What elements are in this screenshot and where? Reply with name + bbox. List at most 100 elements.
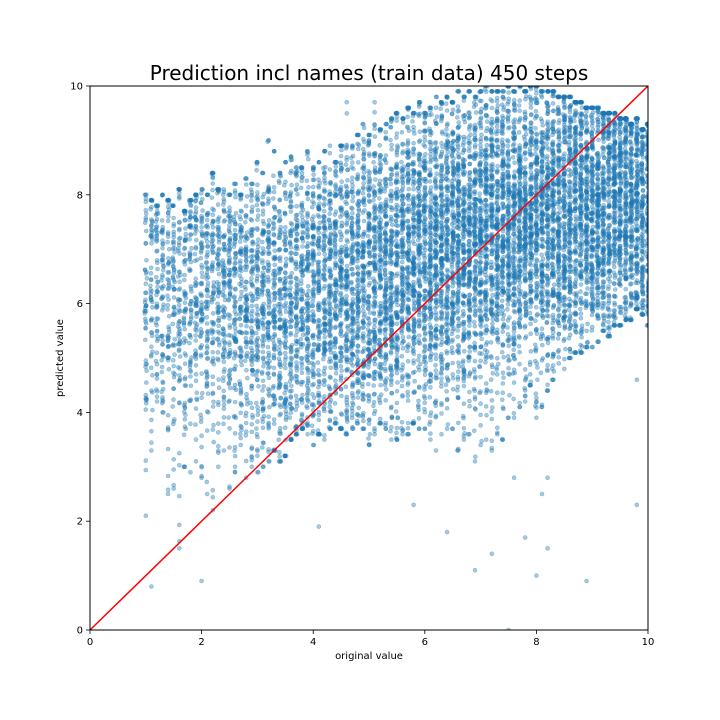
scatter-point — [143, 207, 149, 213]
scatter-point — [216, 377, 221, 382]
scatter-point — [270, 385, 276, 391]
scatter-point — [348, 360, 354, 366]
scatter-point — [149, 227, 154, 232]
scatter-point — [399, 159, 404, 165]
scatter-point — [227, 230, 233, 236]
scatter-point — [149, 297, 154, 303]
scatter-point — [150, 372, 155, 378]
scatter-point — [411, 152, 417, 157]
scatter-point — [211, 283, 216, 289]
scatter-point — [160, 294, 165, 299]
scatter-point — [271, 242, 277, 248]
scatter-point — [260, 201, 266, 207]
scatter-point — [326, 322, 332, 327]
scatter-point — [215, 310, 221, 316]
scatter-point — [165, 307, 170, 312]
scatter-point — [305, 214, 310, 219]
scatter-point — [250, 415, 255, 420]
scatter-point — [238, 442, 243, 448]
scatter-point — [154, 361, 160, 367]
scatter-point — [343, 183, 349, 189]
scatter-point — [170, 259, 176, 265]
scatter-point — [288, 324, 294, 330]
scatter-point — [405, 140, 411, 146]
scatter-point — [160, 192, 165, 198]
scatter-point — [294, 360, 299, 365]
scatter-point — [378, 300, 383, 306]
scatter-point — [282, 333, 288, 339]
scatter-point — [260, 251, 266, 257]
scatter-point — [210, 260, 216, 265]
scatter-point — [405, 285, 411, 291]
scatter-point — [143, 271, 149, 276]
scatter-point — [193, 371, 199, 377]
scatter-point — [255, 227, 260, 232]
scatter-point — [188, 368, 193, 373]
scatter-point — [304, 225, 310, 231]
scatter-point — [278, 340, 284, 346]
scatter-point — [299, 397, 305, 402]
scatter-point — [327, 241, 333, 246]
scatter-point — [215, 202, 221, 207]
scatter-point — [287, 240, 293, 246]
scatter-point — [282, 270, 288, 275]
scatter-point — [316, 368, 321, 373]
scatter-point — [355, 390, 361, 396]
scatter-point — [192, 251, 198, 257]
scatter-point — [171, 457, 176, 462]
scatter-point — [317, 372, 322, 378]
scatter-point — [293, 393, 299, 399]
scatter-point — [199, 475, 204, 481]
scatter-point — [300, 231, 306, 236]
scatter-point — [311, 274, 317, 280]
scatter-point — [239, 289, 244, 295]
scatter-point — [350, 248, 355, 254]
scatter-point — [143, 316, 148, 322]
scatter-point — [182, 309, 188, 315]
scatter-point — [311, 172, 316, 177]
scatter-point — [400, 170, 405, 176]
scatter-point — [316, 321, 321, 326]
scatter-point — [378, 226, 384, 231]
scatter-point — [361, 410, 366, 416]
scatter-point — [222, 265, 228, 271]
scatter-point — [383, 181, 389, 187]
scatter-point — [176, 298, 181, 304]
scatter-point — [338, 363, 344, 369]
scatter-point — [366, 198, 372, 203]
scatter-point — [172, 307, 177, 312]
scatter-point — [328, 333, 333, 339]
scatter-point — [149, 333, 155, 339]
scatter-point — [260, 260, 265, 266]
scatter-point — [411, 317, 416, 323]
scatter-point — [211, 399, 216, 405]
scatter-point — [278, 381, 283, 387]
scatter-point — [182, 361, 188, 367]
scatter-point — [350, 351, 355, 357]
scatter-point — [305, 244, 310, 249]
scatter-point — [233, 210, 239, 216]
scatter-point — [170, 343, 175, 348]
scatter-point — [361, 195, 367, 201]
scatter-point — [260, 212, 266, 217]
scatter-point — [399, 213, 405, 219]
scatter-point — [405, 425, 411, 431]
scatter-point — [399, 259, 405, 265]
scatter-point — [199, 225, 204, 230]
scatter-point — [159, 357, 164, 363]
scatter-point — [350, 291, 356, 297]
scatter-point — [154, 389, 160, 394]
scatter-point — [142, 308, 147, 314]
scatter-point — [226, 381, 232, 387]
scatter-point — [188, 286, 194, 292]
scatter-point — [177, 377, 182, 383]
scatter-point — [377, 275, 383, 281]
scatter-point — [204, 345, 210, 351]
scatter-point — [282, 159, 288, 165]
scatter-point — [304, 315, 310, 321]
scatter-point — [388, 295, 393, 301]
scatter-point — [165, 302, 171, 308]
scatter-point — [177, 328, 182, 334]
scatter-point — [367, 185, 373, 191]
scatter-point — [333, 324, 339, 330]
